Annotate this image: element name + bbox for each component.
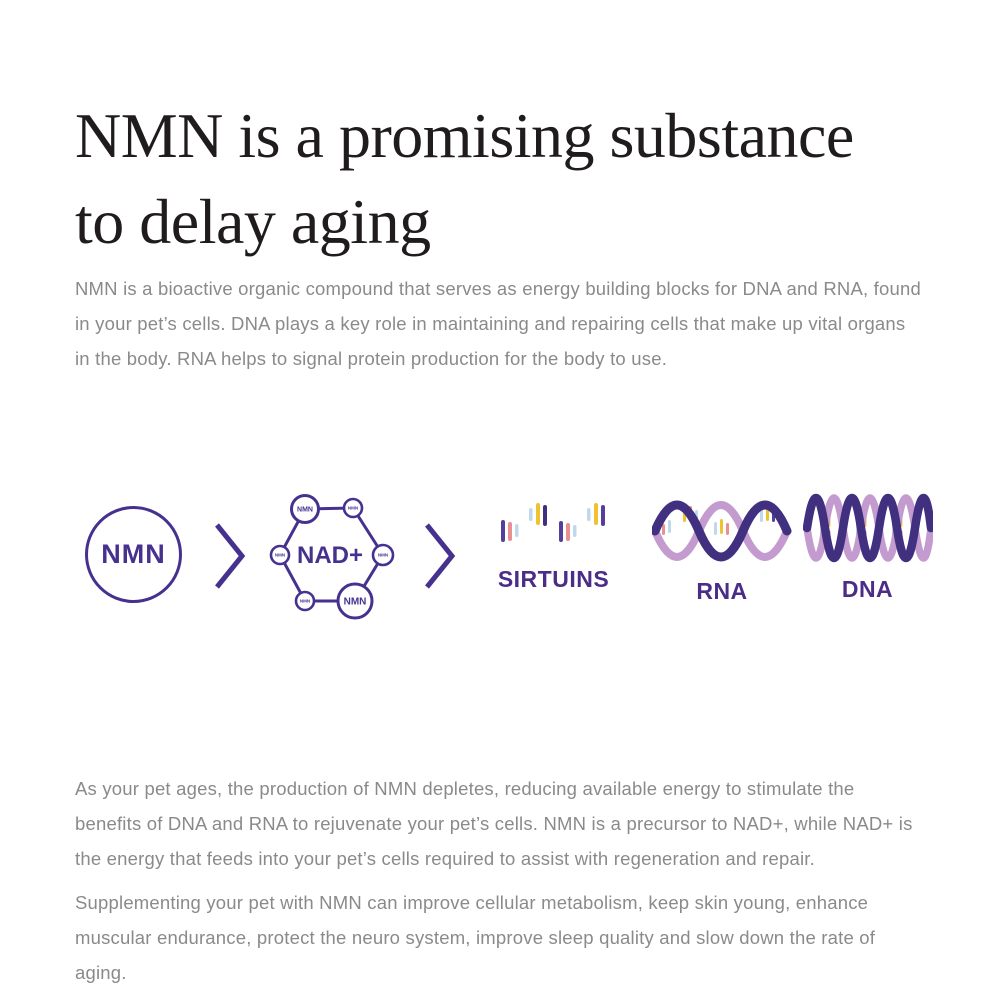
nad-node-label: NMN (348, 506, 358, 511)
nad-molecule-icon: NMN NMN NMN NMN NMN NMN NAD+ (263, 482, 409, 633)
rna-label: RNA (696, 578, 748, 604)
arrow-right-icon (213, 521, 247, 596)
rna-icon (652, 500, 792, 562)
stage-dna: DNA (800, 488, 935, 603)
stage-rna: RNA (652, 492, 792, 605)
sirtuins-icon (500, 503, 605, 542)
arrow-right-icon (423, 521, 457, 596)
intro-paragraph: NMN is a bioactive organic compound that… (75, 277, 921, 369)
aging-paragraph: As your pet ages, the production of NMN … (75, 777, 913, 869)
nmn-molecule-label: NMN (101, 539, 166, 569)
dna-label: DNA (841, 576, 894, 602)
nad-node-label: NMN (300, 599, 310, 604)
nad-node-label: NMN (275, 553, 285, 558)
nad-node-label: NMN (344, 597, 367, 608)
nad-center-label: NAD+ (297, 542, 363, 569)
sirtuins-label: SIRTUINS (497, 566, 610, 592)
stage-sirtuins: SIRTUINS (486, 500, 621, 593)
page-title-line-1: NMN is a promising substance (75, 99, 854, 171)
nad-node-label: NMN (297, 507, 313, 514)
dna-icon (802, 493, 933, 563)
benefits-paragraph: Supplementing your pet with NMN can impr… (75, 891, 876, 983)
page-title: NMN is a promising substance to delay ag… (75, 93, 955, 265)
nad-node-label: NMN (378, 553, 388, 558)
page-title-line-2: to delay aging (75, 185, 431, 257)
nmn-molecule-icon: NMN (85, 506, 182, 603)
